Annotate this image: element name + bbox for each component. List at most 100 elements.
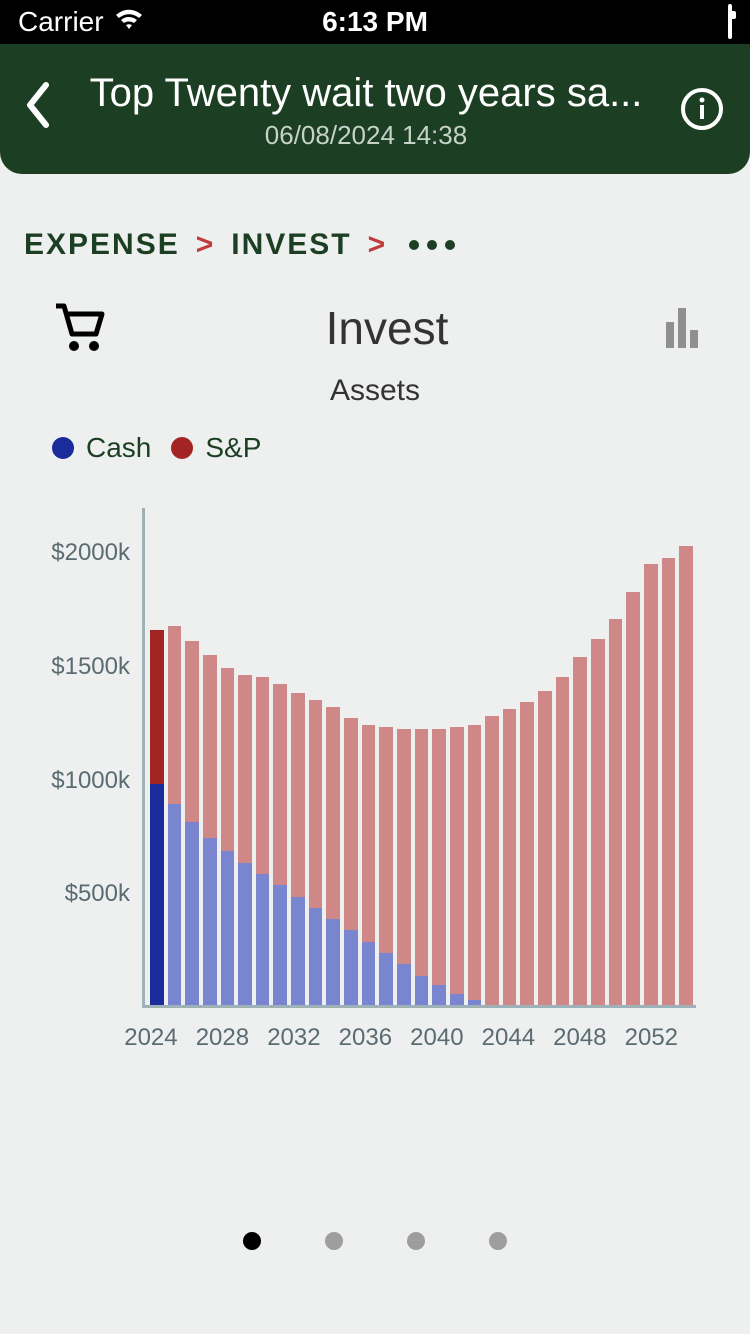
breadcrumb-item-expense[interactable]: EXPENSE: [24, 228, 180, 262]
bar[interactable]: [537, 508, 553, 1005]
info-button[interactable]: [680, 87, 728, 135]
bar-segment-cash: [344, 930, 358, 1005]
page-subtitle: 06/08/2024 14:38: [52, 120, 680, 151]
bar-segment-cash: [432, 985, 446, 1005]
bar[interactable]: [167, 508, 183, 1005]
y-tick-label: $500k: [65, 880, 130, 908]
bar-segment-cash: [397, 964, 411, 1005]
bar[interactable]: [378, 508, 394, 1005]
bar[interactable]: [484, 508, 500, 1005]
x-tick-label: 2040: [410, 1024, 463, 1052]
bar[interactable]: [449, 508, 465, 1005]
bar[interactable]: [396, 508, 412, 1005]
bar-segment-cash: [379, 953, 393, 1005]
bar-segment-sp: [432, 729, 446, 984]
bar[interactable]: [467, 508, 483, 1005]
bar-segment-sp: [379, 727, 393, 953]
breadcrumb-item-invest[interactable]: INVEST: [231, 228, 351, 262]
bar-segment-sp: [397, 729, 411, 964]
bar[interactable]: [202, 508, 218, 1005]
bar-segment-sp: [556, 677, 570, 1005]
y-tick-label: $1000k: [51, 767, 130, 795]
clock: 6:13 PM: [322, 6, 428, 38]
battery-icon: [728, 6, 732, 38]
cart-icon: [52, 300, 108, 356]
bar-segment-sp: [203, 655, 217, 838]
bar-segment-sp: [273, 684, 287, 885]
bar[interactable]: [625, 508, 641, 1005]
bar-segment-cash: [450, 994, 464, 1005]
bar-segment-sp: [626, 592, 640, 1005]
bar-segment-sp: [538, 691, 552, 1005]
bar-segment-sp: [485, 716, 499, 1005]
bar[interactable]: [325, 508, 341, 1005]
bar-segment-sp: [662, 558, 676, 1005]
legend-swatch-sp: [171, 437, 193, 459]
bar[interactable]: [255, 508, 271, 1005]
bar-segment-sp: [256, 677, 270, 874]
bar-segment-sp: [679, 546, 693, 1005]
chart: $500k$1000k$1500k$2000k 2024202820322036…: [24, 508, 726, 1088]
bar[interactable]: [555, 508, 571, 1005]
bar[interactable]: [572, 508, 588, 1005]
x-tick-label: 2024: [124, 1024, 177, 1052]
bar[interactable]: [678, 508, 694, 1005]
pagination-dot[interactable]: [243, 1232, 261, 1250]
bar-segment-sp: [150, 630, 164, 784]
chart-type-icon[interactable]: [666, 308, 698, 348]
bar[interactable]: [431, 508, 447, 1005]
bar[interactable]: [237, 508, 253, 1005]
bar[interactable]: [414, 508, 430, 1005]
page-title: Top Twenty wait two years sa...: [52, 71, 680, 116]
breadcrumb-more-button[interactable]: [409, 240, 455, 250]
bar[interactable]: [272, 508, 288, 1005]
breadcrumb: EXPENSE > INVEST >: [0, 174, 750, 290]
x-axis-labels: 20242028203220362040204420482052: [142, 1024, 696, 1084]
bar-segment-sp: [591, 639, 605, 1005]
bar-segment-sp: [468, 725, 482, 1001]
x-tick-label: 2036: [339, 1024, 392, 1052]
bar[interactable]: [590, 508, 606, 1005]
pagination-dot[interactable]: [407, 1232, 425, 1250]
bar-segment-sp: [609, 619, 623, 1005]
bar[interactable]: [149, 508, 165, 1005]
legend: Cash S&P: [24, 408, 726, 464]
bar-segment-cash: [362, 942, 376, 1005]
bar-segment-cash: [203, 838, 217, 1005]
legend-label-cash: Cash: [86, 432, 151, 464]
wifi-icon: [114, 6, 144, 38]
y-tick-label: $1500k: [51, 653, 130, 681]
bar-segment-sp: [503, 709, 517, 1005]
x-tick-label: 2044: [482, 1024, 535, 1052]
bar[interactable]: [519, 508, 535, 1005]
bar-segment-sp: [309, 700, 323, 908]
bar-segment-sp: [644, 564, 658, 1005]
bar[interactable]: [308, 508, 324, 1005]
bar[interactable]: [184, 508, 200, 1005]
x-tick-label: 2048: [553, 1024, 606, 1052]
pagination-dot[interactable]: [489, 1232, 507, 1250]
bar-segment-sp: [415, 729, 429, 975]
bar[interactable]: [643, 508, 659, 1005]
chart-plot-area: [142, 508, 696, 1008]
bar[interactable]: [661, 508, 677, 1005]
chart-bars: [145, 508, 696, 1005]
bar-segment-sp: [450, 727, 464, 994]
legend-label-sp: S&P: [205, 432, 261, 464]
bar-segment-sp: [291, 693, 305, 896]
bar[interactable]: [361, 508, 377, 1005]
bar[interactable]: [290, 508, 306, 1005]
pagination-dot[interactable]: [325, 1232, 343, 1250]
bar[interactable]: [220, 508, 236, 1005]
header-titles: Top Twenty wait two years sa... 06/08/20…: [52, 71, 680, 151]
bar-segment-sp: [238, 675, 252, 863]
breadcrumb-separator: >: [368, 228, 388, 262]
bar[interactable]: [502, 508, 518, 1005]
status-right: [728, 6, 732, 38]
x-tick-label: 2052: [625, 1024, 678, 1052]
bar[interactable]: [608, 508, 624, 1005]
bar[interactable]: [343, 508, 359, 1005]
card-title: Invest: [108, 301, 666, 355]
bar-segment-cash: [150, 784, 164, 1005]
bar-segment-cash: [326, 919, 340, 1005]
